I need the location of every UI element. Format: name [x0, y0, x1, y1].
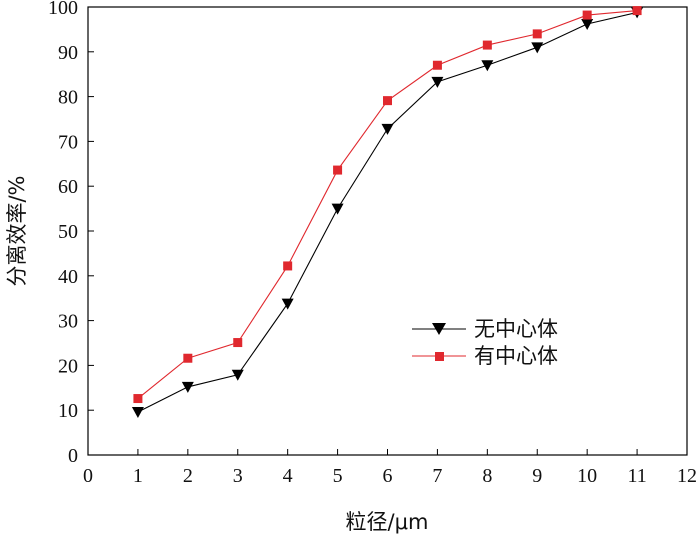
- data-point-0-2: [231, 369, 244, 381]
- y-tick-label: 100: [48, 0, 78, 19]
- x-tick-label: 12: [677, 465, 697, 487]
- data-point-1-7: [482, 40, 492, 50]
- y-tick-label: 60: [58, 176, 78, 198]
- x-tick-label: 8: [482, 465, 492, 487]
- data-point-0-9: [581, 19, 594, 31]
- x-axis-title: 粒径/μm: [346, 510, 429, 534]
- data-point-1-0: [133, 394, 143, 404]
- data-point-1-4: [333, 165, 343, 175]
- legend: 无中心体 有中心体: [412, 317, 558, 368]
- x-tick-label: 4: [283, 465, 293, 487]
- data-point-1-9: [582, 10, 592, 20]
- y-tick-label: 70: [58, 131, 78, 153]
- data-point-1-6: [432, 60, 442, 70]
- data-point-0-7: [481, 60, 494, 72]
- x-tick-label: 9: [532, 465, 542, 487]
- series-line-0: [137, 11, 638, 413]
- data-point-0-3: [281, 298, 294, 310]
- data-point-0-1: [181, 381, 194, 393]
- data-point-1-2: [233, 338, 243, 348]
- data-point-1-1: [183, 353, 193, 363]
- y-tick-label: 80: [58, 87, 78, 109]
- data-point-0-4: [331, 203, 344, 215]
- data-point-1-8: [532, 29, 542, 39]
- data-point-1-3: [283, 261, 293, 271]
- data-point-0-8: [531, 42, 544, 54]
- y-tick-label: 40: [58, 266, 78, 288]
- plot-frame: [87, 6, 688, 456]
- data-point-1-10: [632, 6, 642, 16]
- x-tick-label: 5: [333, 465, 343, 487]
- series-line-1: [137, 10, 638, 399]
- x-tick-label: 1: [133, 465, 143, 487]
- y-tick-label: 20: [58, 355, 78, 377]
- data-point-0-0: [131, 406, 144, 418]
- y-axis-title: 分离效率/%: [5, 175, 29, 286]
- series-lines: [137, 10, 638, 413]
- axes: [87, 6, 688, 456]
- x-tick-label: 6: [383, 465, 393, 487]
- x-tick-label: 0: [83, 465, 93, 487]
- data-point-0-5: [381, 123, 394, 135]
- x-tick-label: 11: [627, 465, 646, 487]
- x-tick-label: 10: [577, 465, 597, 487]
- legend-marker-with-core-icon: [435, 352, 444, 361]
- legend-label-with-core: 有中心体: [474, 344, 558, 368]
- x-tick-label: 7: [432, 465, 442, 487]
- data-point-0-6: [431, 76, 444, 88]
- y-tick-label: 50: [58, 221, 78, 243]
- legend-marker-no-core-icon: [432, 323, 446, 335]
- y-tick-label: 10: [58, 400, 78, 422]
- x-tick-label: 2: [183, 465, 193, 487]
- x-tick-label: 3: [233, 465, 243, 487]
- data-point-1-5: [383, 96, 392, 106]
- y-tick-label: 30: [58, 311, 78, 333]
- y-tick-label: 90: [58, 42, 78, 64]
- legend-label-no-core: 无中心体: [474, 317, 558, 341]
- series-markers: [131, 6, 644, 418]
- y-tick-label: 0: [68, 445, 78, 467]
